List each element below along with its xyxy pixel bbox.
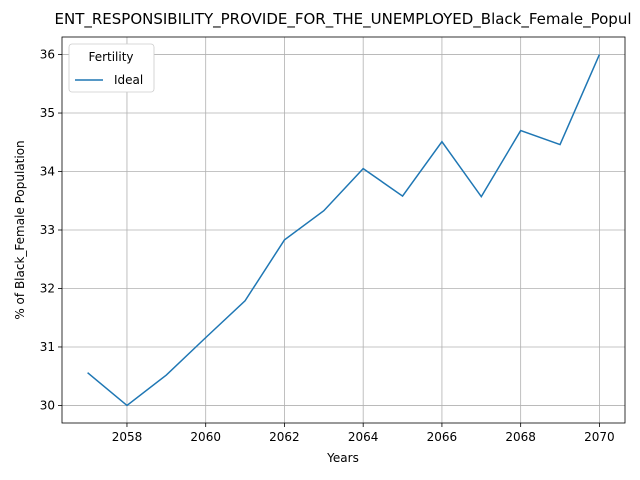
series-line-ideal — [87, 54, 601, 407]
y-tick-label: 30 — [40, 398, 55, 412]
y-axis-label: % of Black_Female Population — [13, 140, 27, 319]
legend-entry-ideal: Ideal — [114, 73, 143, 87]
x-axis-label: Years — [326, 451, 359, 465]
x-tick-label: 2066 — [427, 430, 458, 444]
y-tick-label: 35 — [40, 106, 55, 120]
chart-title: ENT_RESPONSIBILITY_PROVIDE_FOR_THE_UNEMP… — [55, 10, 632, 29]
x-tick-label: 2060 — [190, 430, 221, 444]
series-layer — [87, 54, 601, 407]
x-tick-label: 2068 — [505, 430, 536, 444]
grid — [62, 37, 625, 423]
x-tick-label: 2062 — [269, 430, 300, 444]
x-tick-label: 2058 — [112, 430, 143, 444]
x-tick-label: 2070 — [584, 430, 615, 444]
legend: Fertility Ideal — [68, 43, 155, 93]
y-tick-label: 36 — [40, 48, 55, 62]
y-tick-label: 31 — [40, 340, 55, 354]
y-tick-label: 32 — [40, 281, 55, 295]
y-tick-label: 33 — [40, 223, 55, 237]
x-tick-label: 2064 — [348, 430, 379, 444]
y-tick-label: 34 — [40, 165, 55, 179]
axis-ticks: 2058 2060 2062 2064 2066 2068 2070 30 31 32 33 34 35… — [40, 48, 615, 444]
legend-title: Fertility — [88, 50, 133, 64]
